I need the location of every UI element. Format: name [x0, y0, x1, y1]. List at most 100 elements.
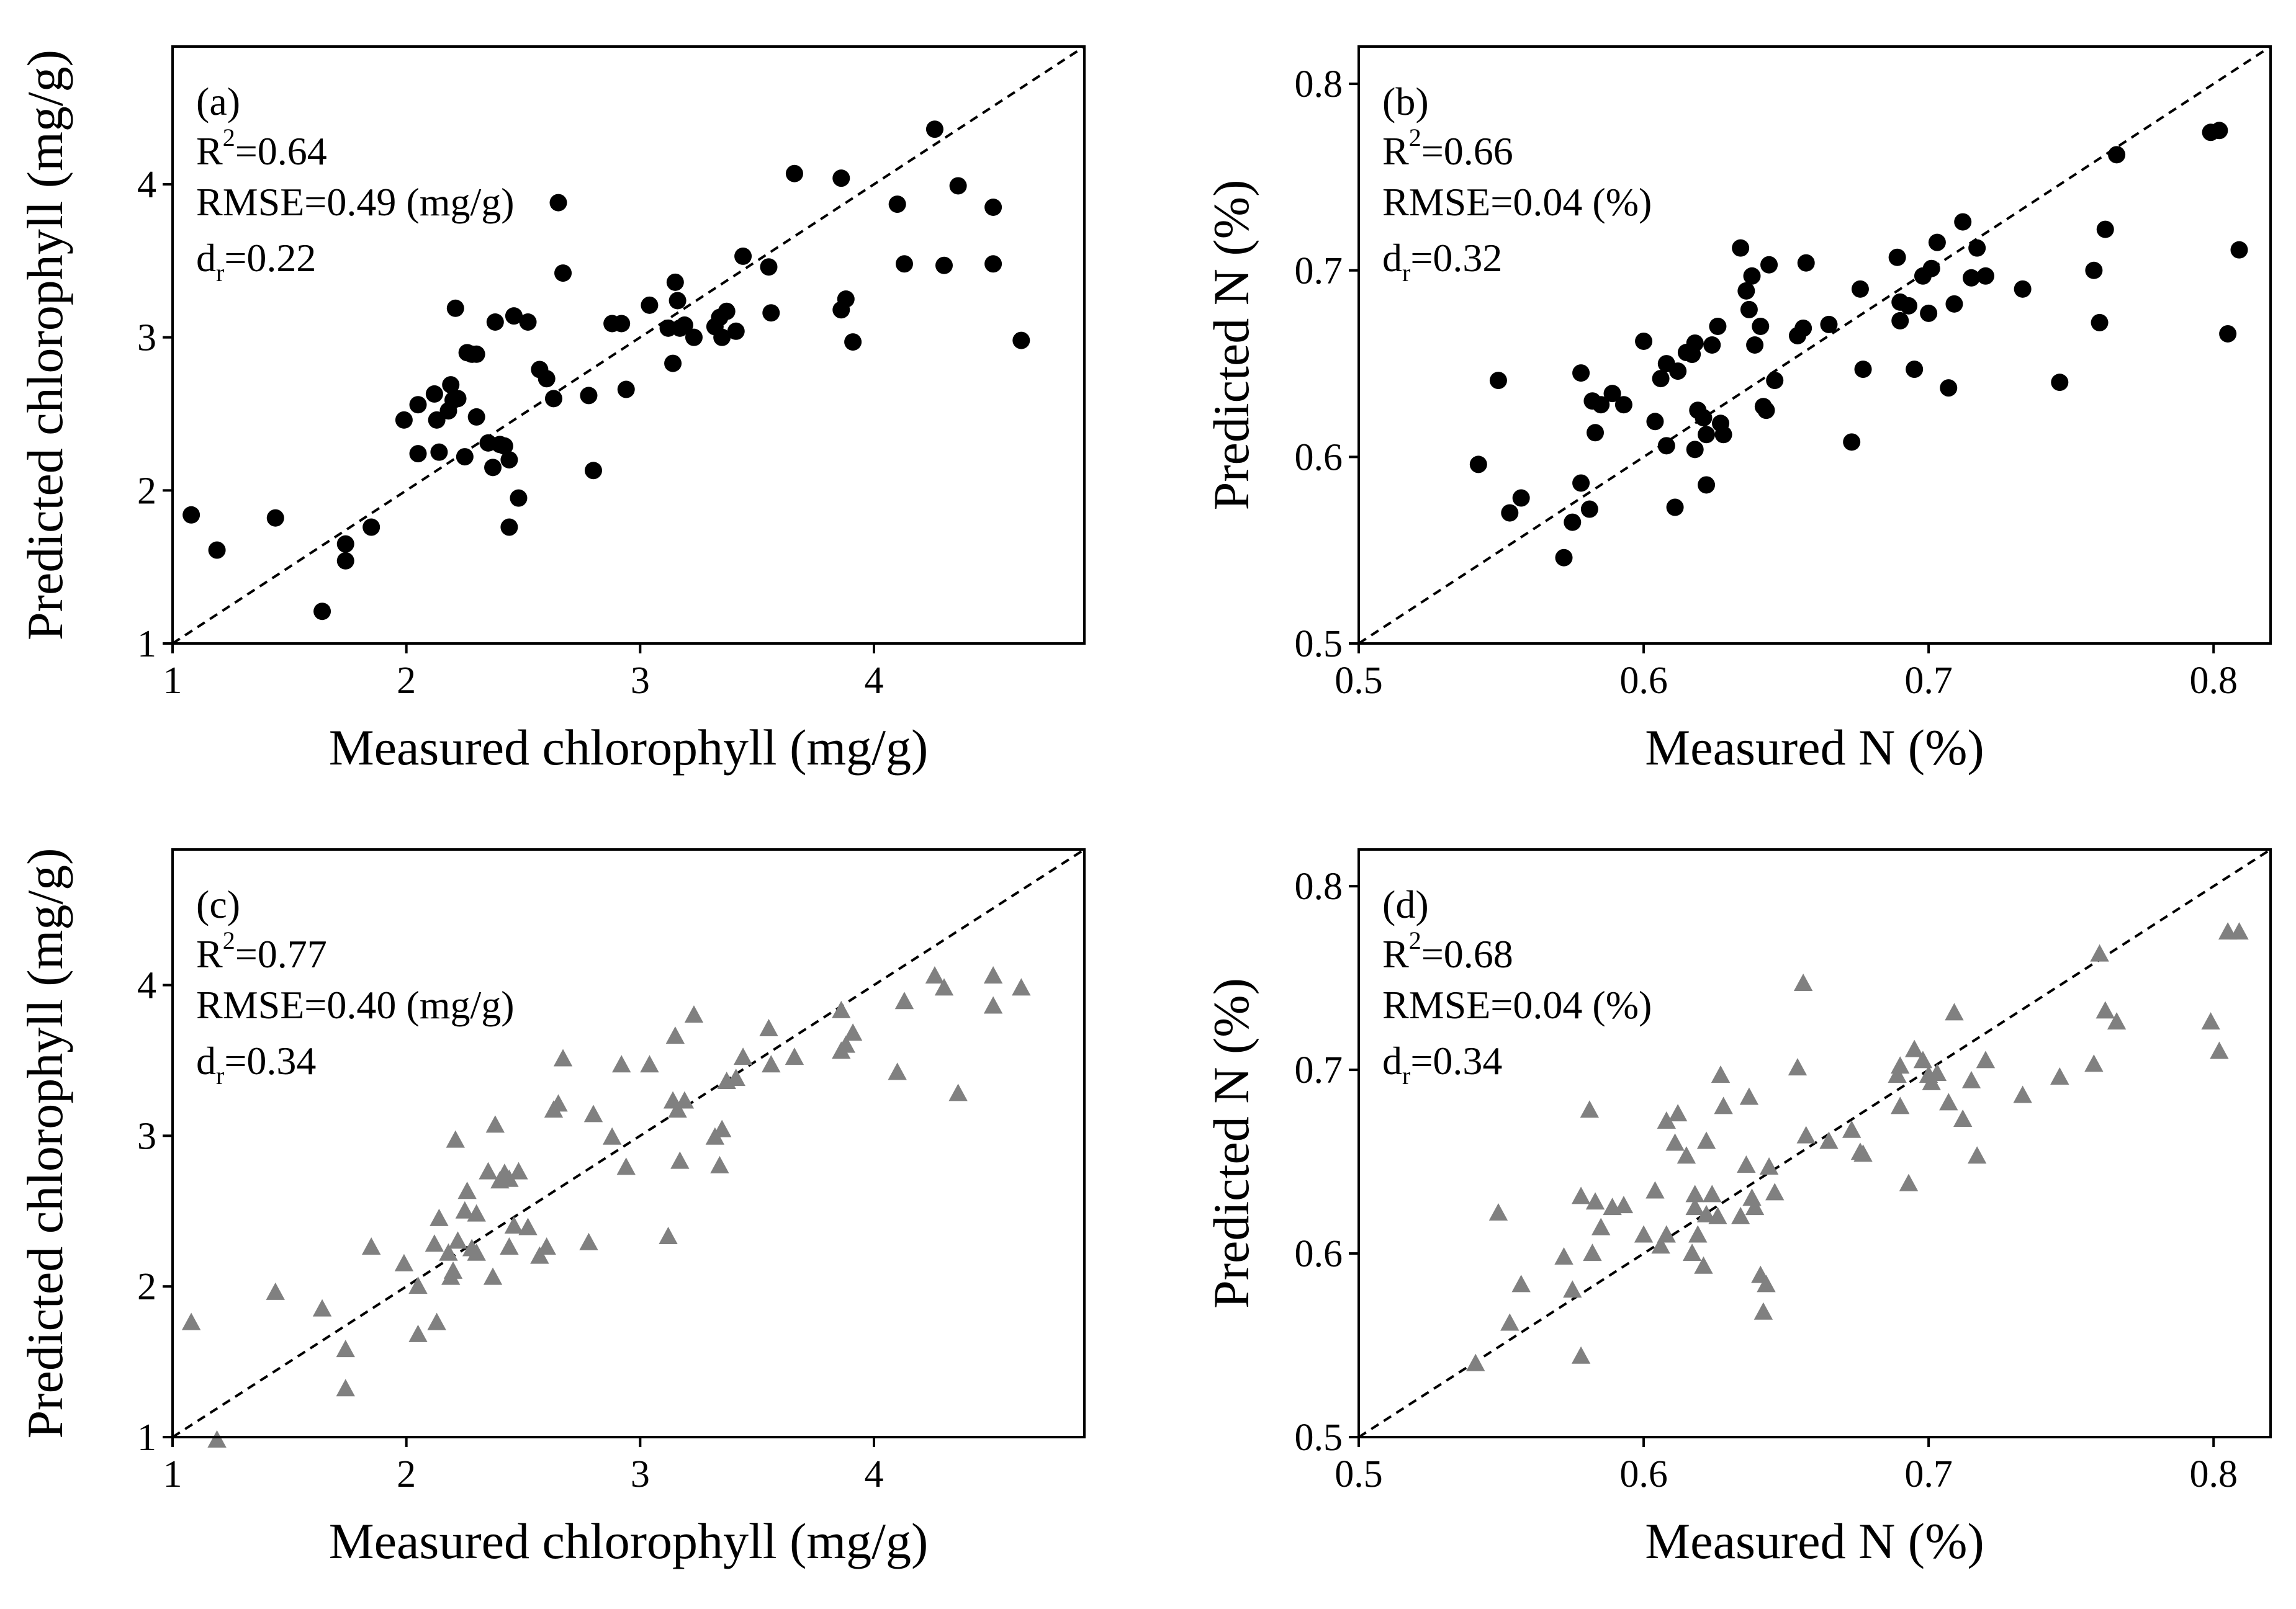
identity-line	[171, 848, 1086, 1438]
r2-stat: R2=0.66	[1382, 123, 1513, 173]
data-point	[544, 390, 562, 408]
data-point	[1646, 413, 1664, 431]
data-point	[467, 408, 485, 426]
data-point	[1737, 1155, 1756, 1173]
data-point	[208, 541, 226, 559]
data-point	[832, 1000, 851, 1018]
data-point	[509, 1162, 528, 1180]
data-point	[1743, 267, 1761, 285]
data-point	[1571, 1346, 1591, 1364]
data-point	[1797, 254, 1815, 272]
data-point	[580, 387, 598, 405]
data-point	[395, 411, 413, 429]
data-point	[1928, 233, 1946, 251]
x-tick-label: 2	[397, 660, 416, 702]
data-point	[485, 1115, 505, 1133]
data-point	[446, 299, 464, 317]
data-point	[1954, 213, 1972, 231]
dr-value: =0.34	[224, 1039, 316, 1083]
data-point	[430, 1208, 449, 1226]
x-axis-label: Measured chlorophyll (mg/g)	[329, 1513, 929, 1569]
y-axis-label: Predicted N (%)	[1203, 180, 1259, 511]
y-tick-label: 4	[137, 164, 156, 206]
x-tick-label: 0.7	[1904, 1453, 1953, 1495]
data-point	[1967, 1146, 1987, 1164]
data-point	[712, 1119, 732, 1137]
r2-stat: R2=0.68	[1382, 926, 1513, 976]
dr-value: =0.32	[1410, 236, 1502, 280]
data-point	[1698, 476, 1716, 494]
data-point	[1682, 1244, 1702, 1262]
data-point	[1652, 370, 1670, 388]
x-axis-label: Measured N (%)	[1645, 719, 1984, 776]
data-point	[2219, 325, 2237, 343]
data-point	[408, 1324, 428, 1342]
r2-base: R	[196, 932, 223, 976]
r2-superscript: 2	[223, 926, 235, 954]
data-point	[1788, 1058, 1808, 1076]
data-point	[669, 292, 687, 310]
dr-base: d	[196, 1039, 216, 1083]
y-tick-label: 0.7	[1295, 1049, 1343, 1091]
data-point	[675, 1091, 695, 1109]
data-point	[1665, 1133, 1685, 1151]
data-point	[1913, 1051, 1933, 1069]
y-axis-label: Predicted chlorophyll (mg/g)	[17, 848, 73, 1439]
data-point	[2096, 220, 2114, 238]
data-point	[2210, 1041, 2229, 1059]
data-point	[1732, 239, 1750, 257]
data-point	[1651, 1236, 1670, 1254]
data-point	[1945, 295, 1963, 313]
data-point	[1760, 256, 1778, 274]
data-point	[500, 1169, 519, 1187]
data-point	[1489, 372, 1507, 390]
data-point	[617, 380, 635, 398]
data-point	[500, 451, 518, 468]
data-point	[2090, 944, 2109, 962]
data-point	[1564, 513, 1582, 531]
data-point	[713, 328, 731, 346]
data-point	[1757, 1275, 1776, 1293]
data-point	[1739, 1087, 1759, 1105]
data-point	[486, 313, 504, 331]
data-point	[1754, 1302, 1773, 1320]
data-point	[537, 1237, 556, 1255]
r2-value: =0.66	[1421, 129, 1513, 173]
data-point	[844, 333, 862, 351]
data-point	[1511, 1275, 1531, 1293]
dr-subscript: r	[1402, 1062, 1410, 1090]
data-point	[1851, 280, 1869, 298]
data-point	[1657, 1225, 1676, 1243]
data-point	[425, 385, 443, 403]
data-point	[1572, 474, 1590, 492]
data-point	[1765, 1183, 1785, 1201]
data-point	[553, 1049, 573, 1067]
data-point	[1686, 441, 1704, 459]
data-point	[1696, 1131, 1716, 1149]
data-point	[408, 1276, 428, 1294]
y-tick-label: 1	[137, 1417, 156, 1459]
data-point	[1614, 396, 1632, 414]
data-point	[1854, 361, 1872, 379]
data-point	[1635, 332, 1653, 350]
x-tick-label: 0.8	[2189, 1453, 2238, 1495]
data-point	[1645, 1181, 1665, 1199]
data-point	[1554, 1247, 1573, 1265]
data-point	[1891, 1096, 1910, 1114]
data-point	[394, 1253, 414, 1271]
data-point	[983, 966, 1003, 984]
dr-value: =0.22	[224, 236, 316, 280]
data-point	[984, 199, 1002, 216]
data-point	[1737, 282, 1755, 300]
data-point	[428, 411, 446, 429]
data-point	[479, 1162, 498, 1180]
panel-a: 1 2 3 4 1 2 3 4 Measured chlorophyll (mg/g) Predi…	[17, 45, 1086, 776]
data-point	[2013, 1085, 2032, 1103]
data-point	[510, 489, 528, 507]
y-tick-label: 3	[137, 317, 156, 359]
data-point	[1891, 1056, 1910, 1074]
data-point	[361, 1237, 381, 1255]
data-point	[1927, 1064, 1947, 1082]
panel-d: 0.5 0.6 0.7 0.8 0.5 0.6 0.7 0.8 Measured N (%) Pr…	[1203, 848, 2272, 1569]
data-point	[2085, 261, 2103, 279]
